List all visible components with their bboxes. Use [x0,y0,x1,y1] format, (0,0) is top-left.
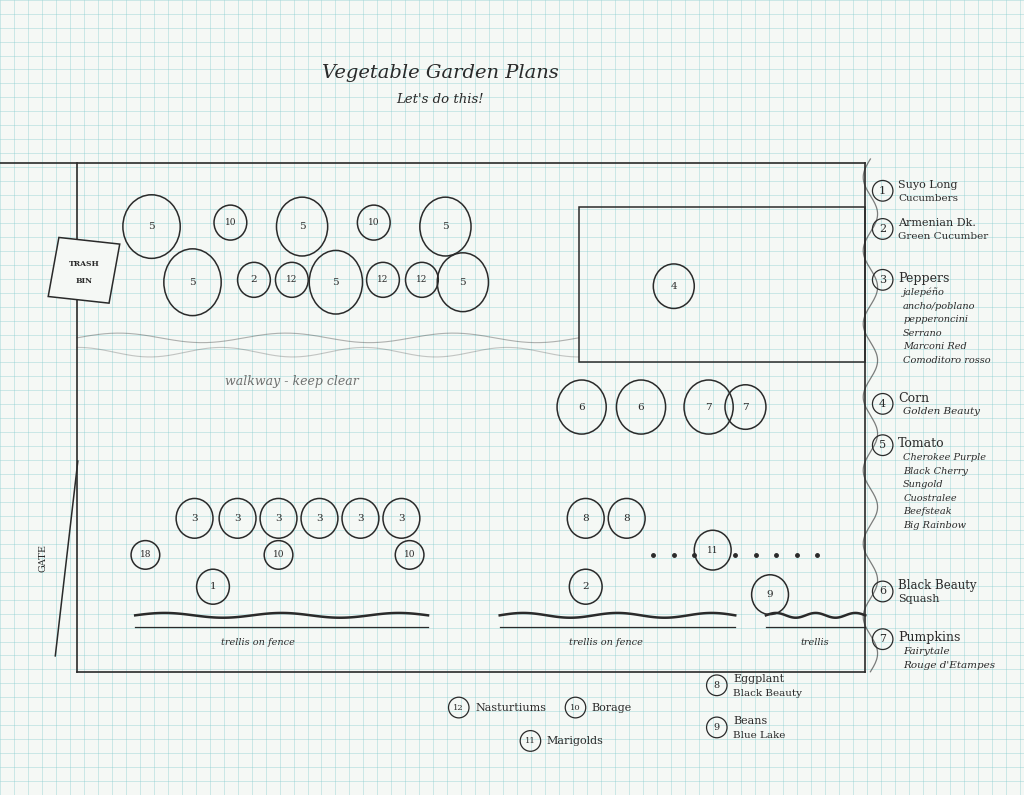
Text: Vegetable Garden Plans: Vegetable Garden Plans [322,64,559,82]
Text: 10: 10 [272,550,285,560]
Text: trellis: trellis [801,638,829,646]
Text: Serrano: Serrano [903,328,943,338]
Text: 3: 3 [234,514,241,523]
Text: 1: 1 [210,582,216,591]
Text: 8: 8 [714,681,720,690]
Text: trellis on fence: trellis on fence [569,638,643,646]
Text: trellis on fence: trellis on fence [221,638,295,646]
Text: 6: 6 [880,587,886,596]
Text: Marigolds: Marigolds [547,736,604,746]
Text: Pumpkins: Pumpkins [898,631,961,644]
Text: jalepéño: jalepéño [903,288,945,297]
Text: Cuostralee: Cuostralee [903,494,956,503]
Text: Black Cherry: Black Cherry [903,467,968,476]
Text: 1: 1 [880,186,886,196]
Text: 12: 12 [416,275,428,285]
Text: 7: 7 [742,402,749,412]
Text: 6: 6 [638,402,644,412]
Text: 8: 8 [624,514,630,523]
Text: Big Rainbow: Big Rainbow [903,521,967,530]
Text: Squash: Squash [898,595,940,604]
Text: 8: 8 [583,514,589,523]
Text: 7: 7 [880,634,886,644]
Text: 18: 18 [139,550,152,560]
Text: Let's do this!: Let's do this! [396,93,484,106]
Text: 9: 9 [767,590,773,599]
Text: 12: 12 [377,275,389,285]
Text: Cucumbers: Cucumbers [898,194,958,204]
Text: Tomato: Tomato [898,437,945,450]
Text: 3: 3 [880,275,886,285]
Text: 5: 5 [189,277,196,287]
Text: 3: 3 [275,514,282,523]
Text: Beans: Beans [733,716,767,726]
Text: Rouge d'Etampes: Rouge d'Etampes [903,661,995,670]
Text: 6: 6 [579,402,585,412]
Text: 4: 4 [671,281,677,291]
Text: Nasturtiums: Nasturtiums [475,703,546,712]
Text: pepperoncini: pepperoncini [903,315,968,324]
Text: 11: 11 [707,545,719,555]
Text: 2: 2 [251,275,257,285]
Text: Blue Lake: Blue Lake [733,731,785,740]
Text: 5: 5 [442,222,449,231]
Text: 10: 10 [224,218,237,227]
Text: walkway - keep clear: walkway - keep clear [225,375,359,388]
Text: 5: 5 [299,222,305,231]
Text: Beefsteak: Beefsteak [903,507,951,517]
Bar [48,238,120,303]
Text: Peppers: Peppers [898,272,949,285]
Text: Fairytale: Fairytale [903,647,950,657]
Text: 3: 3 [398,514,404,523]
Text: Black Beauty: Black Beauty [733,688,802,698]
Text: 3: 3 [191,514,198,523]
Text: Corn: Corn [898,392,929,405]
Text: 4: 4 [880,399,886,409]
Bar [579,207,865,362]
Text: 10: 10 [368,218,380,227]
Text: Cherokee Purple: Cherokee Purple [903,453,986,463]
Text: ancho/poblano: ancho/poblano [903,301,976,311]
Text: 12: 12 [454,704,464,712]
Text: 2: 2 [583,582,589,591]
Text: BIN: BIN [76,277,92,285]
Text: Comoditoro rosso: Comoditoro rosso [903,355,991,365]
Text: GATE: GATE [39,545,47,572]
Text: Sungold: Sungold [903,480,944,490]
Text: Eggplant: Eggplant [733,674,784,684]
Text: 3: 3 [357,514,364,523]
Text: Marconi Red: Marconi Red [903,342,967,351]
Text: Green Cucumber: Green Cucumber [898,232,988,242]
Text: 2: 2 [880,224,886,234]
Text: 5: 5 [460,277,466,287]
Text: 11: 11 [525,737,536,745]
Text: Black Beauty: Black Beauty [898,580,977,592]
Text: TRASH: TRASH [69,260,99,268]
Text: 10: 10 [570,704,581,712]
Text: 5: 5 [333,277,339,287]
Text: 5: 5 [880,440,886,450]
Text: Suyo Long: Suyo Long [898,180,957,190]
Text: Armenian Dk.: Armenian Dk. [898,219,976,228]
Text: 3: 3 [316,514,323,523]
Text: 5: 5 [148,222,155,231]
Text: Borage: Borage [592,703,632,712]
Text: Golden Beauty: Golden Beauty [903,407,980,417]
Text: 9: 9 [714,723,720,732]
Text: 7: 7 [706,402,712,412]
Text: 12: 12 [286,275,298,285]
Text: 10: 10 [403,550,416,560]
